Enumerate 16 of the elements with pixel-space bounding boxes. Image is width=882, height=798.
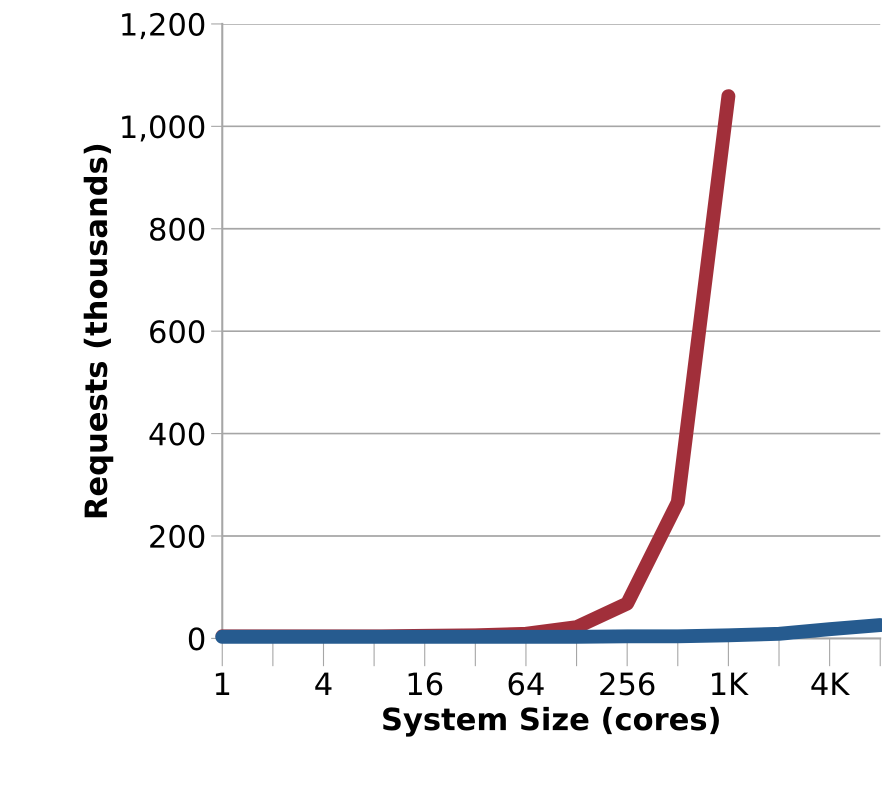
y-tick-label: 400 [149, 422, 204, 446]
x-tick-label: 16 [408, 672, 442, 696]
x-tick-label: 64 [508, 672, 544, 696]
y-tick-label: 200 [150, 524, 204, 548]
y-tick-label: 1,000 [122, 115, 204, 142]
x-tick-label: 1 [216, 672, 230, 695]
y-tick-label: 0 [188, 627, 204, 650]
y-axis-title: Requests (thousands) [84, 144, 114, 518]
x-tick-label: 1K [712, 672, 749, 695]
y-tick-label: 1,200 [122, 12, 204, 40]
x-tick-label: 4K [811, 672, 850, 695]
y-tick-label: 800 [150, 218, 204, 241]
y-tick-label: 600 [150, 320, 204, 344]
x-axis-title: System Size (cores) [383, 706, 719, 737]
x-tick-label: 4 [315, 672, 332, 695]
x-tick-label: 256 [600, 672, 654, 696]
